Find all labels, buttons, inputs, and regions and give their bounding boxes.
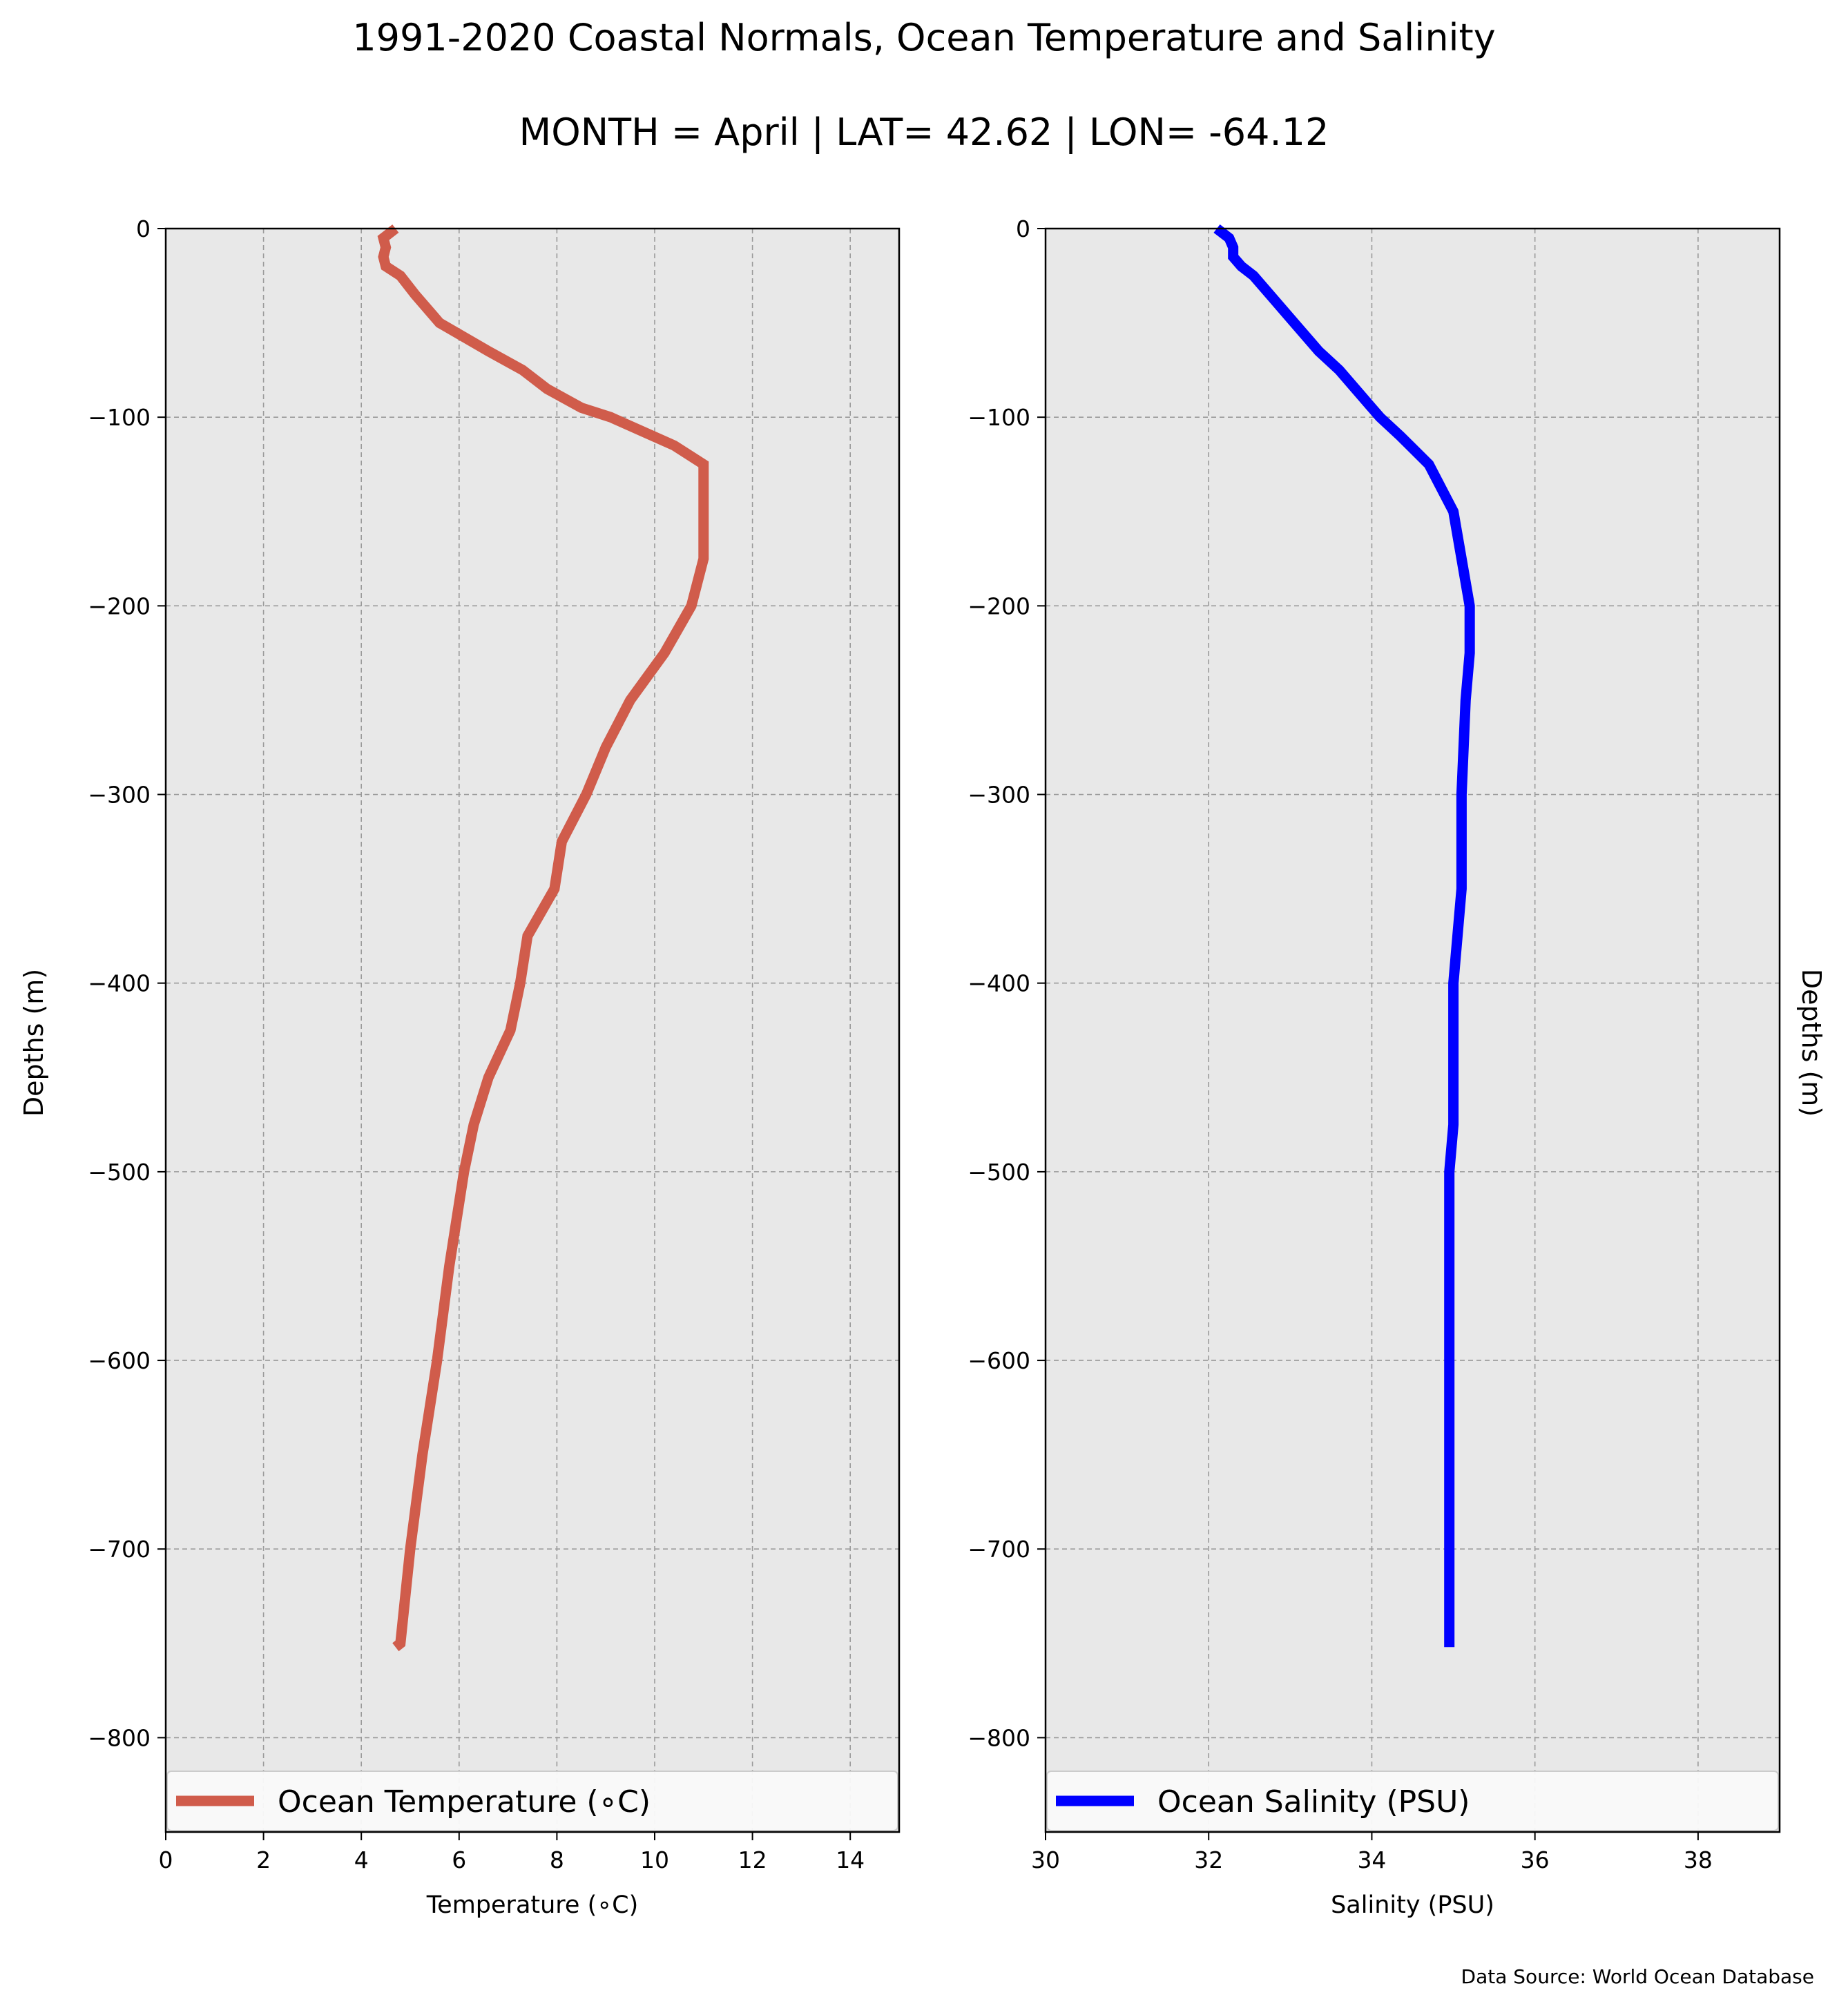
salinity-y-tick-label: −100 [968,404,1030,431]
salinity-x-tick-label: 34 [1357,1846,1386,1873]
salinity-y-tick-label: −700 [968,1536,1030,1563]
salinity-series-line [1213,224,1475,1648]
temperature-legend-label: Ocean Temperature (∘C) [278,1784,651,1820]
temperature-series-line [377,224,709,1652]
salinity-x-tick-label: 38 [1684,1846,1713,1873]
temperature-x-tick-label: 6 [452,1846,466,1873]
temperature-y-tick-label: −100 [88,404,151,431]
temperature-x-tick-label: 10 [640,1846,669,1873]
temperature-x-tick-label: 2 [256,1846,271,1873]
temperature-x-tick-label: 14 [836,1846,865,1873]
temperature-x-tick-label: 12 [738,1846,767,1873]
left-y-axis-label: Depths (m) [19,969,49,1117]
temperature-panel: 0 2 4 6 8 10 12 14 0 −100 −200 −300 −400 −500 −600 −700… [88,215,901,1919]
salinity-y-tick-label: 0 [1016,215,1030,242]
salinity-y-tick-label: −400 [968,970,1030,997]
salinity-panel: 30 32 34 36 38 0 −100 −200 −300 −400 −500 −600 −700 −… [968,215,1781,1919]
chart-title: 1991-2020 Coastal Normals, Ocean Tempera… [352,16,1495,59]
temperature-y-tick-label: 0 [136,215,151,242]
temperature-x-axis-label: Temperature (∘C) [426,1891,639,1919]
salinity-legend-label: Ocean Salinity (PSU) [1157,1784,1470,1820]
salinity-y-tick-label: −300 [968,782,1030,809]
temperature-x-tick-label: 0 [159,1846,173,1873]
salinity-x-tick-label: 30 [1031,1846,1060,1873]
temperature-x-tick-label: 4 [354,1846,369,1873]
data-source-note: Data Source: World Ocean Database [1461,1965,1814,1988]
temperature-y-tick-label: −300 [88,782,151,809]
temperature-legend [166,1771,898,1831]
temperature-x-tick-label: 8 [550,1846,564,1873]
temperature-y-tick-label: −400 [88,970,151,997]
chart-subtitle: MONTH = April | LAT= 42.62 | LON= -64.12 [519,110,1329,154]
temperature-y-tick-label: −800 [88,1724,151,1751]
salinity-legend [1046,1771,1779,1831]
temperature-axes-frame [164,227,901,1833]
salinity-x-tick-label: 36 [1521,1846,1550,1873]
temperature-y-tick-label: −500 [88,1159,151,1186]
temperature-y-tick-label: −200 [88,592,151,619]
salinity-x-axis-label: Salinity (PSU) [1331,1891,1494,1919]
salinity-x-tick-label: 32 [1194,1846,1223,1873]
salinity-y-tick-label: −800 [968,1724,1030,1751]
salinity-y-tick-label: −600 [968,1347,1030,1374]
salinity-axes-frame [1044,227,1781,1833]
salinity-y-tick-label: −500 [968,1159,1030,1186]
right-y-axis-label: Depths (m) [1796,969,1827,1117]
temperature-plot-area [166,229,899,1832]
temperature-y-tick-label: −700 [88,1536,151,1563]
salinity-y-tick-label: −200 [968,592,1030,619]
salinity-plot-area [1046,229,1780,1832]
temperature-y-tick-label: −600 [88,1347,151,1374]
